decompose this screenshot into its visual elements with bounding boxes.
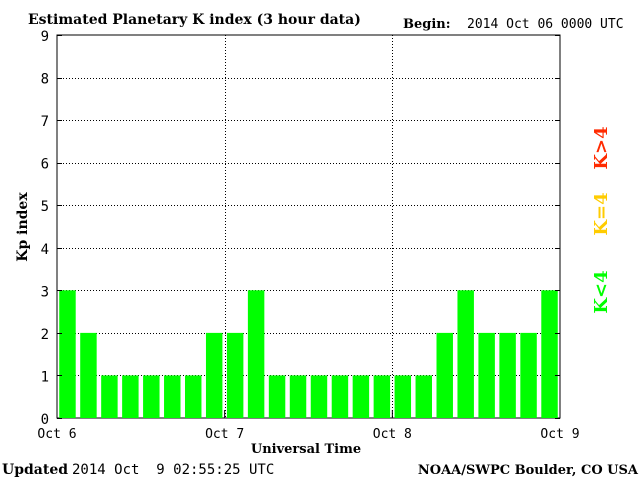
x-ticks: Oct 6 Oct 7 Oct 8 Oct 9	[37, 410, 580, 442]
y-tick-label: 3	[41, 284, 49, 300]
kp-bar	[373, 375, 391, 418]
bars	[59, 290, 558, 418]
begin-label: Begin:	[403, 17, 451, 32]
y-tick-label: 6	[41, 157, 49, 173]
x-tick-label: Oct 6	[37, 427, 76, 442]
kp-bar	[478, 332, 495, 418]
x-tick-label: Oct 8	[373, 427, 412, 442]
kp-bar	[101, 375, 118, 418]
plot-frame	[56, 34, 561, 419]
begin-value: 2014 Oct 06 0000 UTC	[467, 17, 624, 32]
y-tick-label: 1	[41, 369, 49, 385]
y-tick-label: 7	[41, 114, 49, 130]
y-tick-label: 2	[41, 327, 49, 343]
chart-title: Estimated Planetary K index (3 hour data…	[28, 12, 361, 28]
kp-bar	[205, 332, 223, 418]
x-axis-label: Universal Time	[251, 442, 361, 457]
kp-bar	[164, 375, 181, 418]
legend-high: K>4	[591, 126, 612, 169]
kp-bar	[289, 375, 307, 418]
kp-bar	[59, 290, 76, 418]
kp-bar	[436, 332, 453, 418]
y-tick-label: 8	[41, 72, 49, 88]
kp-bar	[122, 375, 139, 418]
grid	[57, 35, 560, 418]
y-tick-label: 5	[41, 199, 49, 215]
legend-low: K<4	[591, 270, 612, 313]
kp-bar	[80, 332, 97, 418]
kp-bar	[394, 375, 412, 418]
kp-bar	[541, 290, 558, 418]
kp-bar	[499, 332, 516, 418]
kp-bar	[185, 375, 202, 418]
kp-bar	[310, 375, 328, 418]
kp-bar	[331, 375, 349, 418]
y-axis-label: Kp index	[15, 192, 31, 262]
updated-value: 2014 Oct 9 02:55:25 UTC	[72, 462, 274, 478]
credit-text: NOAA/SWPC Boulder, CO USA	[418, 463, 639, 478]
kp-bar	[520, 332, 537, 418]
kp-bar	[247, 290, 265, 418]
kp-bar	[457, 290, 474, 418]
kp-bar	[226, 332, 244, 418]
kp-bar	[415, 375, 432, 418]
x-tick-label: Oct 7	[205, 427, 244, 442]
y-tick-label: 9	[41, 29, 49, 45]
kp-bar	[143, 375, 160, 418]
y-tick-label: 0	[41, 412, 49, 428]
kp-bar	[352, 375, 370, 418]
kp-bar	[268, 375, 286, 418]
updated-label: Updated	[2, 462, 68, 478]
x-tick-label: Oct 9	[540, 427, 579, 442]
y-ticks: 0 1 2 3 4 5 6 7 8 9	[41, 29, 560, 428]
legend-mid: K=4	[591, 192, 612, 235]
y-tick-label: 4	[41, 242, 49, 258]
